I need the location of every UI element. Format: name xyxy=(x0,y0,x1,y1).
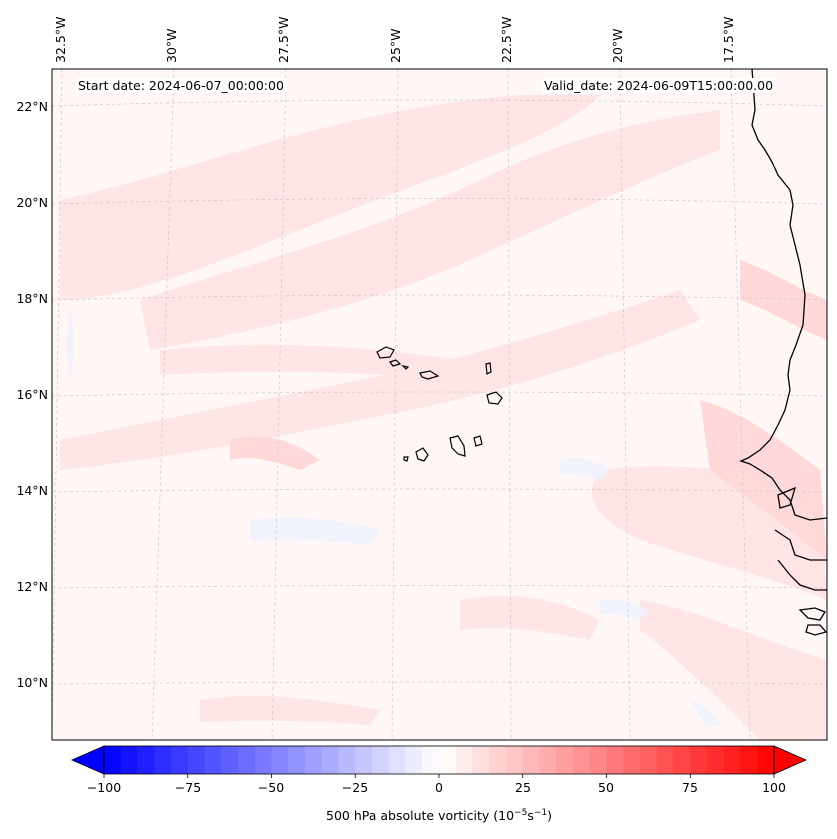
colorbar-label-exp1: −5 xyxy=(514,808,528,818)
lon-label-17-5w: 17.5°W xyxy=(721,16,736,63)
lat-label-18n: 18°N xyxy=(16,291,48,306)
lat-label-16n: 16°N xyxy=(16,387,48,402)
colorbar-band xyxy=(187,746,206,774)
colorbar-tick-label: 0 xyxy=(435,780,443,795)
lon-label-27-5w: 27.5°W xyxy=(276,16,291,63)
colorbar-band xyxy=(271,746,289,774)
colorbar-band xyxy=(120,746,139,774)
colorbar-band xyxy=(254,746,273,774)
cape-verde-islands xyxy=(376,346,503,462)
colorbar-band xyxy=(740,746,758,774)
colorbar-band xyxy=(640,746,658,774)
lat-label-22n: 22°N xyxy=(16,99,48,114)
colorbar-band xyxy=(539,746,557,774)
lon-label-32-5w: 32.5°W xyxy=(53,16,68,63)
colorbar-band xyxy=(489,746,507,774)
colorbar-band xyxy=(221,746,239,774)
colorbar-tick-label: 100 xyxy=(762,780,786,795)
vorticity-field xyxy=(60,95,827,740)
colorbar-band xyxy=(288,746,306,774)
colorbar-band xyxy=(305,746,323,774)
colorbar-band xyxy=(690,746,708,774)
colorbar-band xyxy=(204,746,222,774)
colorbar-label-end: ) xyxy=(547,808,553,824)
colorbar-band xyxy=(372,746,390,774)
colorbar-band xyxy=(238,746,256,774)
lon-label-25w: 25°W xyxy=(388,28,403,63)
colorbar-band xyxy=(338,746,356,774)
graticule xyxy=(52,69,827,740)
colorbar-tick-label: 50 xyxy=(598,780,614,795)
colorbar-band xyxy=(522,746,541,774)
lat-label-14n: 14°N xyxy=(16,483,48,498)
colorbar-band xyxy=(422,746,440,774)
colorbar-band xyxy=(673,746,691,774)
colorbar-band xyxy=(757,746,775,774)
colorbar-band xyxy=(439,746,457,774)
colorbar-band xyxy=(556,746,574,774)
lon-label-30w: 30°W xyxy=(164,28,179,63)
colorbar-band xyxy=(455,746,474,774)
colorbar xyxy=(104,746,775,774)
colorbar-tick-label: 25 xyxy=(515,780,531,795)
colorbar-band xyxy=(707,746,725,774)
colorbar-tick-label: −75 xyxy=(174,780,202,795)
lon-label-22-5w: 22.5°W xyxy=(499,16,514,63)
valid-date-label: Valid_date: 2024-06-09T15:00:00.00 xyxy=(542,78,776,93)
colorbar-extend-high xyxy=(773,745,807,775)
colorbar-band xyxy=(589,746,608,774)
colorbar-band xyxy=(656,746,675,774)
colorbar-band xyxy=(355,746,373,774)
map-frame xyxy=(51,68,828,741)
colorbar-label-text: 500 hPa absolute vorticity (10 xyxy=(325,808,515,824)
colorbar-label-exp2: −1 xyxy=(533,808,548,818)
colorbar-band xyxy=(405,746,423,774)
colorbar-band xyxy=(606,746,624,774)
colorbar-band xyxy=(137,746,155,774)
colorbar-band xyxy=(623,746,641,774)
colorbar-tick-label: −50 xyxy=(257,780,285,795)
lat-label-10n: 10°N xyxy=(16,675,48,690)
start-date-label: Start date: 2024-06-07_00:00:00 xyxy=(76,78,286,93)
colorbar-band xyxy=(388,746,407,774)
colorbar-band xyxy=(154,746,172,774)
lon-label-20w: 20°W xyxy=(610,28,625,63)
colorbar-tick-label: 75 xyxy=(682,780,698,795)
colorbar-label-mid: s xyxy=(527,808,534,824)
colorbar-band xyxy=(472,746,490,774)
lat-label-12n: 12°N xyxy=(16,579,48,594)
colorbar-extend-low xyxy=(71,745,105,775)
colorbar-band xyxy=(171,746,189,774)
colorbar-band xyxy=(104,746,122,774)
colorbar-label: 500 hPa absolute vorticity (10−5s−1) xyxy=(326,808,552,823)
colorbar-band xyxy=(506,746,524,774)
colorbar-band xyxy=(723,746,742,774)
colorbar-tick-label: −100 xyxy=(86,780,122,795)
lat-label-20n: 20°N xyxy=(16,195,48,210)
colorbar-tick-label: −25 xyxy=(341,780,369,795)
coastline xyxy=(739,69,827,636)
colorbar-band xyxy=(321,746,340,774)
colorbar-band xyxy=(573,746,591,774)
